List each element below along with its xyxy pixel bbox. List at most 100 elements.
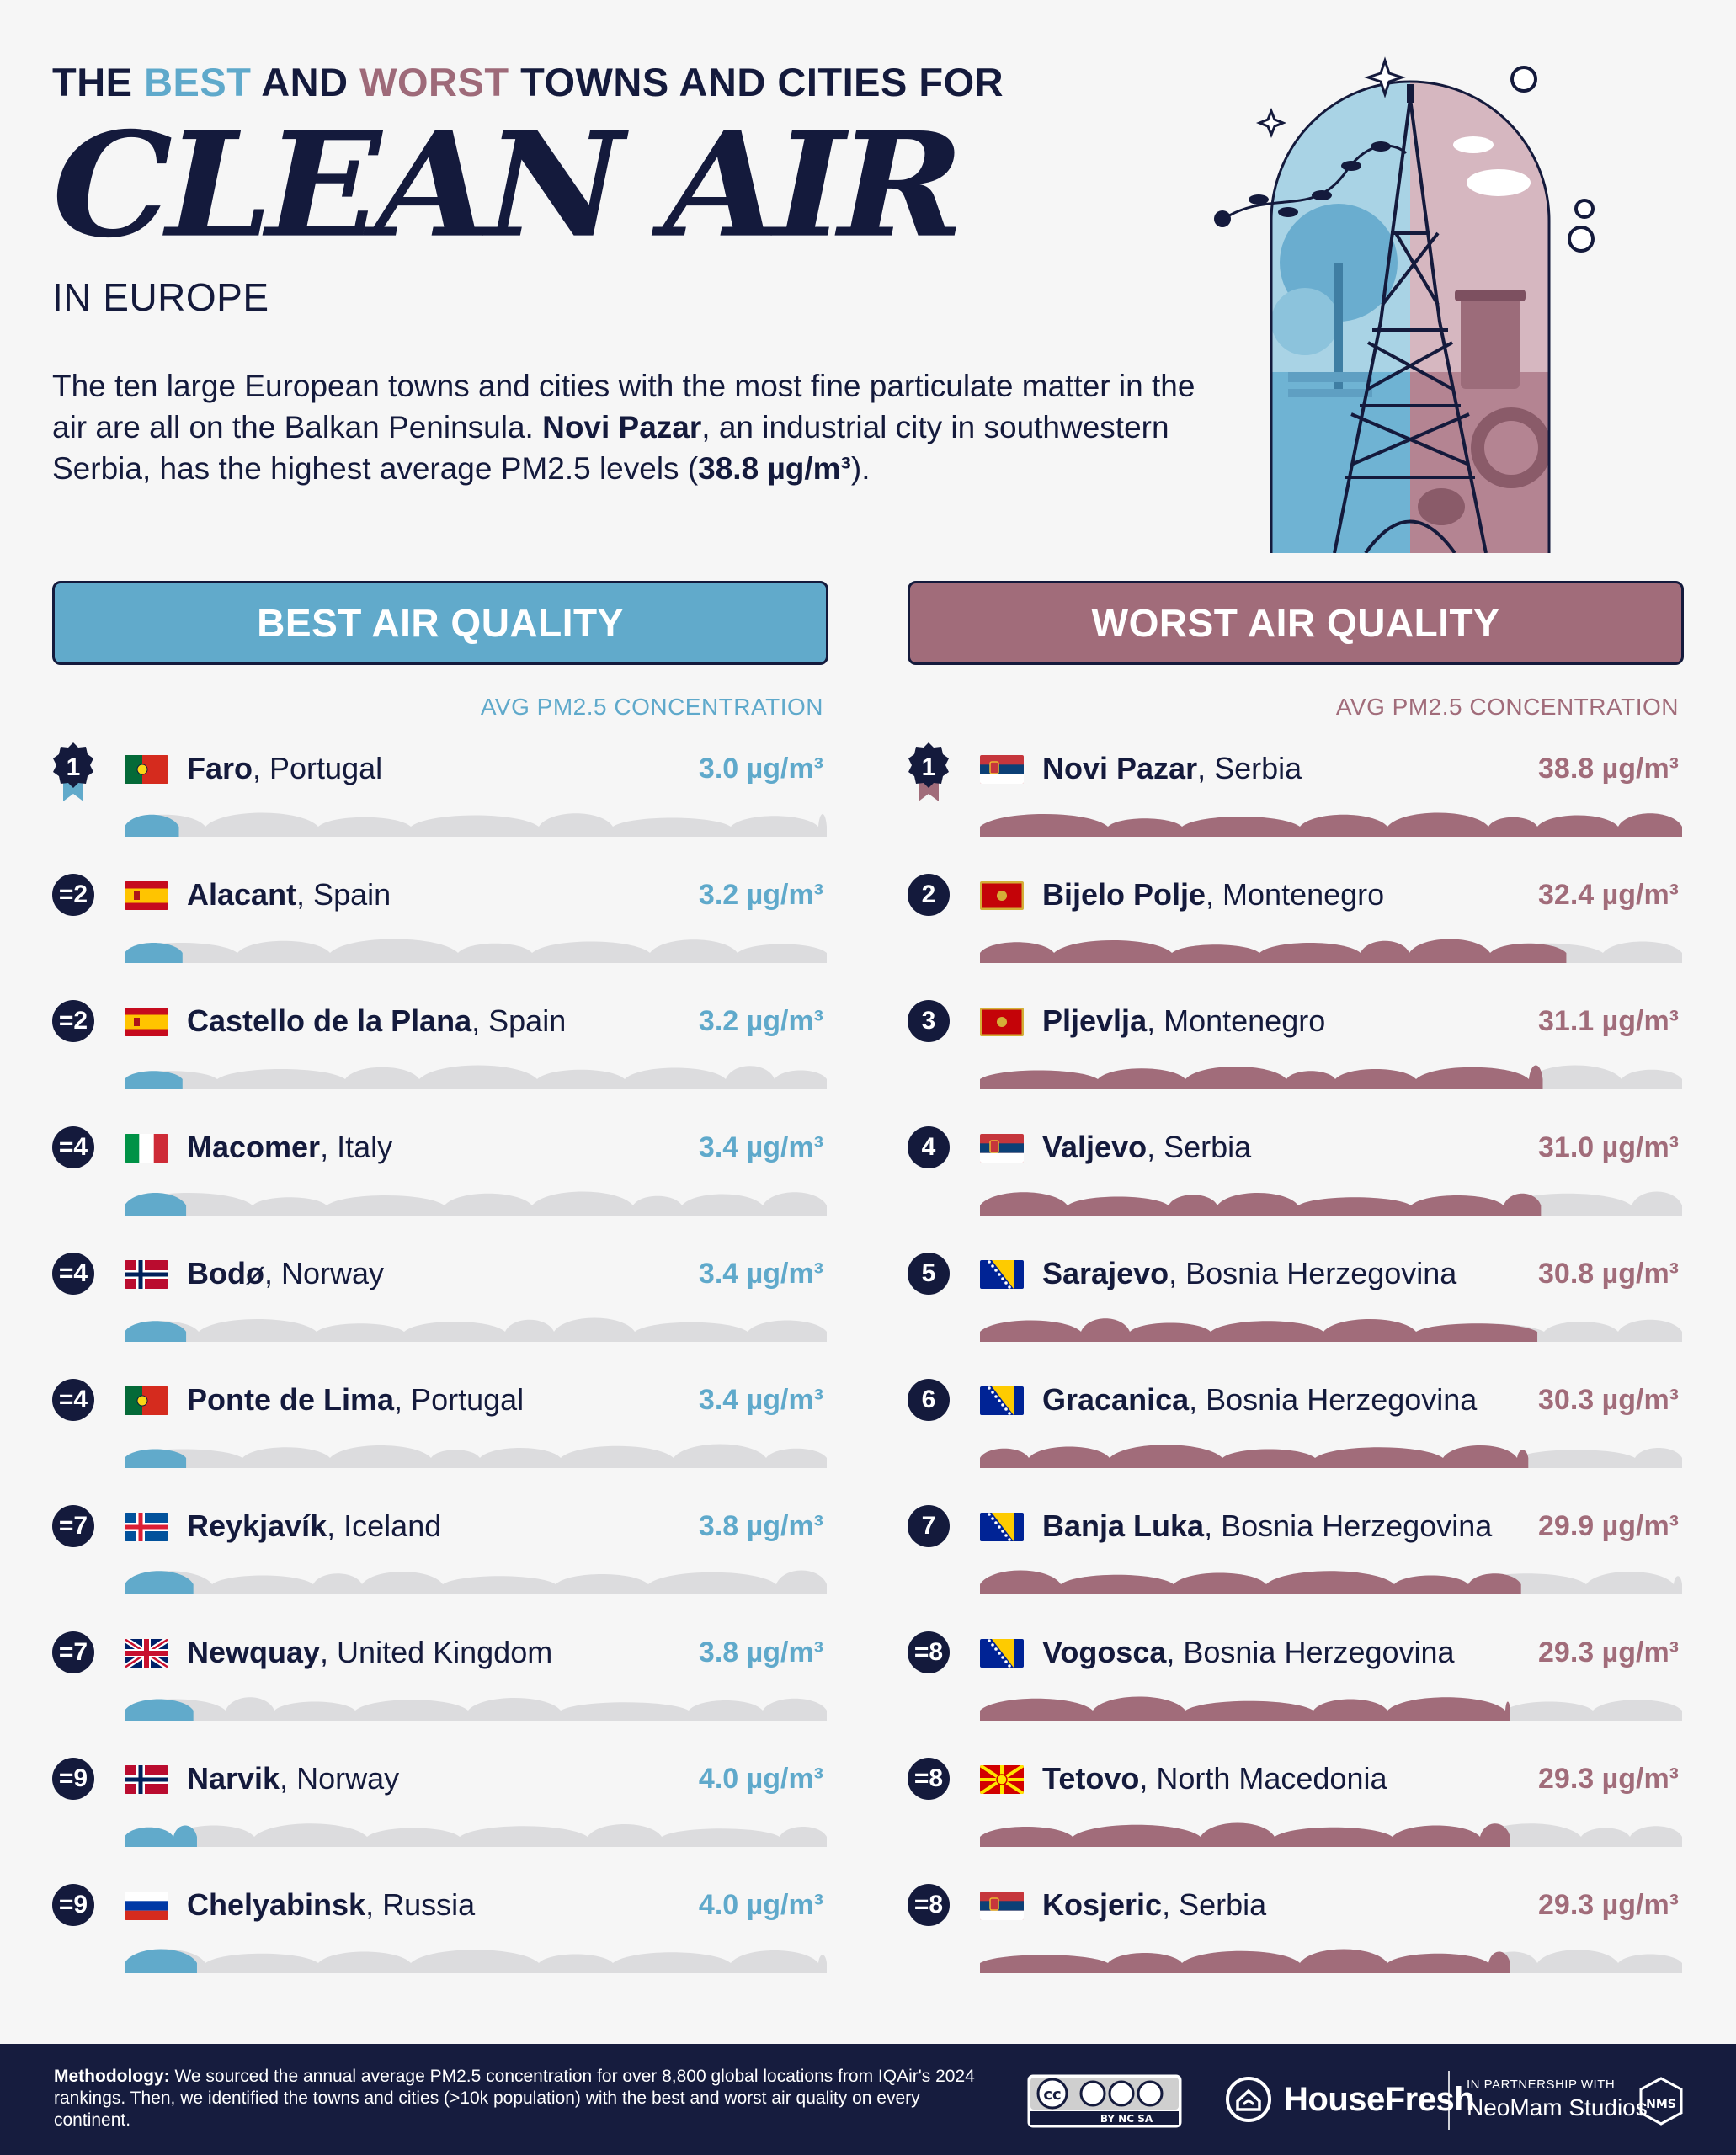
location-label: Novi Pazar, Serbia (1042, 749, 1302, 788)
nms-logo-text: NMS (1646, 2098, 1676, 2111)
cc-text: BY NC SA (1100, 2113, 1153, 2125)
eiffel-tower-illustration-icon (1179, 52, 1650, 555)
brand-name: HouseFresh (1284, 2080, 1475, 2118)
flag-north-macedonia-icon (980, 1765, 1024, 1794)
flag-russia-icon (125, 1892, 168, 1920)
country-name: , Spain (471, 1003, 567, 1038)
city-name: Novi Pazar (1042, 751, 1198, 785)
bar (980, 1813, 1682, 1847)
chart-row: 1 Faro, Portugal 3.0 µg/m³ (52, 731, 828, 857)
bar (125, 1182, 827, 1216)
partner-name: NeoMam Studios (1467, 2094, 1648, 2120)
city-name: Castello de la Plana (187, 1003, 472, 1038)
location-label: Gracanica, Bosnia Herzegovina (1042, 1381, 1477, 1419)
best-unit-label: AVG PM2.5 CONCENTRATION (480, 694, 823, 720)
city-name: Newquay (187, 1635, 321, 1669)
bar-track (125, 1065, 827, 1089)
methodology: Methodology: We sourced the annual avera… (54, 2066, 980, 2131)
country-name: , Bosnia Herzegovina (1204, 1508, 1493, 1543)
city-name: Tetovo (1042, 1761, 1140, 1796)
chart-row: =7 Reykjavík, Iceland 3.8 µg/m³ (52, 1488, 828, 1615)
bar-fill (125, 943, 183, 963)
bar-fill (125, 1071, 183, 1089)
location-label: Valjevo, Serbia (1042, 1128, 1251, 1167)
bar-track (125, 1570, 827, 1594)
city-name: Banja Luka (1042, 1508, 1205, 1543)
value-label: 32.4 µg/m³ (1538, 879, 1679, 911)
housefresh-brand: HouseFresh (1225, 2073, 1475, 2126)
value-label: 31.0 µg/m³ (1538, 1131, 1679, 1163)
worst-rows: 1 Novi Pazar, Serbia 38.8 µg/m³ 2 Bijelo Pol… (908, 731, 1684, 1993)
bar-fill (980, 1192, 1542, 1216)
chart-row: 7 Banja Luka, Bosnia Herzegovina 29.9 µg/m… (908, 1488, 1684, 1615)
city-name: Faro (187, 751, 253, 785)
value-label: 29.3 µg/m³ (1538, 1763, 1679, 1795)
location-label: Newquay, United Kingdom (187, 1633, 552, 1672)
kicker-worst: WORST (359, 60, 509, 104)
bar (980, 1687, 1682, 1721)
rank-label: =4 (52, 1126, 94, 1168)
chart-row: 4 Valjevo, Serbia 31.0 µg/m³ (908, 1109, 1684, 1236)
chart-row: =8 Tetovo, North Macedonia 29.3 µg/m³ (908, 1741, 1684, 1867)
city-name: Bijelo Polje (1042, 877, 1206, 912)
chart-row: =2 Castello de la Plana, Spain 3.2 µg/m³ (52, 983, 828, 1109)
rank-label: =8 (908, 1631, 950, 1673)
location-label: Macomer, Italy (187, 1128, 392, 1167)
bar (125, 1308, 827, 1342)
chart-row: =8 Vogosca, Bosnia Herzegovina 29.3 µg/m³ (908, 1615, 1684, 1741)
flag-norway-icon (125, 1260, 168, 1289)
kicker-mid: AND (251, 60, 360, 104)
bar-fill (125, 814, 179, 837)
bar-fill (980, 1822, 1510, 1847)
worst-header: WORST AIR QUALITY (908, 581, 1684, 665)
bar-track (125, 1317, 827, 1342)
country-name: , North Macedonia (1139, 1761, 1387, 1796)
rank-label: =7 (52, 1631, 94, 1673)
bar-track (125, 812, 827, 837)
flag-montenegro-icon (980, 881, 1024, 910)
intro-text: The ten large European towns and cities … (52, 365, 1231, 489)
worst-column: WORST AIR QUALITY AVG PM2.5 CONCENTRATIO… (908, 581, 1684, 1993)
country-name: , Montenegro (1206, 877, 1385, 912)
bar-track (125, 1444, 827, 1468)
country-name: , Spain (296, 877, 391, 912)
chart-row: 6 Gracanica, Bosnia Herzegovina 30.3 µg/m³ (908, 1362, 1684, 1488)
location-label: Chelyabinsk, Russia (187, 1886, 475, 1924)
kicker-post: TOWNS AND CITIES FOR (509, 60, 1004, 104)
subhead: IN EUROPE (52, 275, 269, 319)
value-label: 3.4 µg/m³ (698, 1131, 823, 1163)
partner: IN PARTNERSHIP WITH NeoMam Studios (1467, 2078, 1648, 2123)
flag-serbia-icon (980, 1892, 1024, 1920)
bar-track (125, 1697, 827, 1721)
city-name: Gracanica (1042, 1382, 1190, 1417)
city-name: Kosjeric (1042, 1887, 1163, 1922)
flag-portugal-icon (125, 1386, 168, 1415)
rank-label: 5 (908, 1253, 950, 1295)
best-column: BEST AIR QUALITY AVG PM2.5 CONCENTRATION… (52, 581, 828, 1993)
bar (125, 1687, 827, 1721)
flag-uk-icon (125, 1639, 168, 1668)
city-name: Valjevo (1042, 1130, 1148, 1164)
chart-row: =9 Chelyabinsk, Russia 4.0 µg/m³ (52, 1867, 828, 1993)
bar-fill (125, 1825, 197, 1847)
bar (125, 1434, 827, 1468)
flag-bosnia-icon (980, 1513, 1024, 1541)
value-label: 30.3 µg/m³ (1538, 1384, 1679, 1416)
value-label: 3.2 µg/m³ (698, 1005, 823, 1037)
location-label: Castello de la Plana, Spain (187, 1002, 566, 1040)
value-label: 29.3 µg/m³ (1538, 1636, 1679, 1668)
rank-label: 3 (908, 1000, 950, 1042)
flag-bosnia-icon (980, 1260, 1024, 1289)
location-label: Kosjeric, Serbia (1042, 1886, 1266, 1924)
intro-part-2: , an industrial city in southwestern Ser… (52, 410, 1169, 486)
city-name: Sarajevo (1042, 1256, 1169, 1290)
intro-value: 38.8 µg/m³ (698, 451, 851, 486)
value-label: 3.4 µg/m³ (698, 1258, 823, 1290)
kicker-pre: THE (52, 60, 145, 104)
rank-label: =8 (908, 1884, 950, 1926)
bar (125, 803, 827, 837)
chart-row: =8 Kosjeric, Serbia 29.3 µg/m³ (908, 1867, 1684, 1993)
rank-label: 6 (908, 1379, 950, 1421)
city-name: Vogosca (1042, 1635, 1167, 1669)
flag-serbia-icon (980, 755, 1024, 784)
